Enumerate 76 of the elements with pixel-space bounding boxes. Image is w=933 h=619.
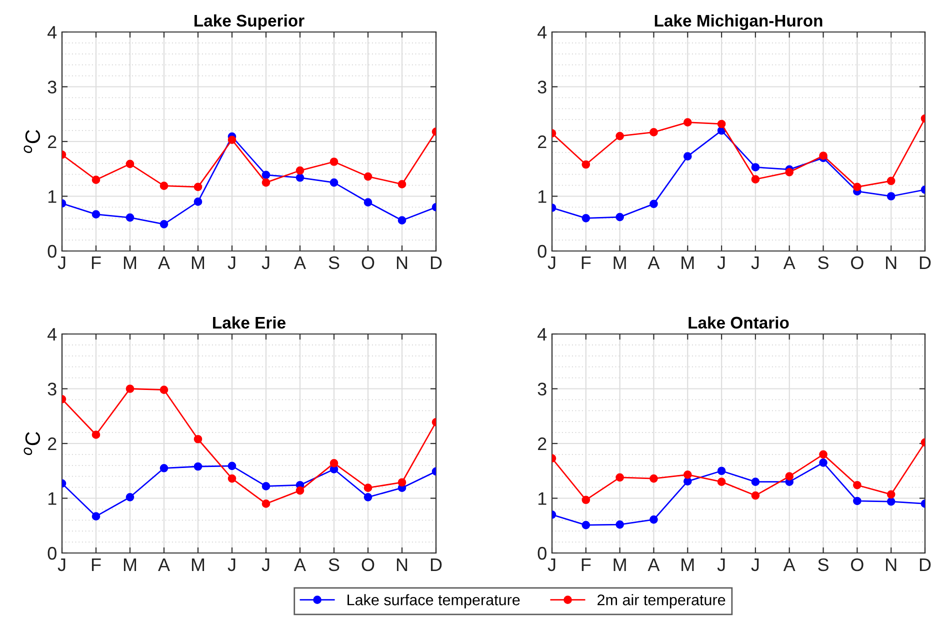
x-tick-label: S <box>818 256 828 270</box>
x-tick-label: N <box>886 256 896 269</box>
chart-title: Lake Erie <box>213 316 286 329</box>
x-tick-label: D <box>430 256 442 269</box>
x-tick-label: A <box>648 256 660 269</box>
x-tick-label: M <box>614 558 626 571</box>
y-tick-label: 0 <box>48 244 56 258</box>
x-tick-label: J <box>717 256 725 270</box>
x-tick-label: S <box>328 558 340 572</box>
x-tick-label: F <box>582 558 591 571</box>
x-tick-label: O <box>851 558 864 572</box>
x-tick-label: F <box>92 256 101 269</box>
x-tick-label: J <box>548 256 556 270</box>
y-tick-label: 4 <box>538 328 547 341</box>
y-tick-label: 1 <box>538 190 546 203</box>
x-tick-label: O <box>362 558 374 572</box>
x-tick-label: M <box>614 256 626 269</box>
x-tick-label: J <box>58 256 66 270</box>
x-tick-label: A <box>158 256 170 269</box>
x-tick-label: N <box>396 256 408 269</box>
x-tick-label: F <box>92 558 101 571</box>
y-tick-label: 3 <box>538 382 546 396</box>
chart-title: Lake Superior <box>194 14 304 30</box>
x-tick-label: M <box>124 256 136 269</box>
x-tick-label: F <box>582 256 591 269</box>
x-tick-label: M <box>124 558 136 571</box>
x-tick-label: D <box>920 256 931 269</box>
x-tick-label: A <box>783 558 796 571</box>
x-tick-label: A <box>158 558 170 571</box>
y-tick-label: 2 <box>48 437 56 450</box>
y-tick-label: 3 <box>538 80 546 94</box>
y-tick-label: 4 <box>48 328 57 341</box>
y-axis-title: $^{o}$C <box>24 432 40 456</box>
x-tick-label: J <box>58 558 66 572</box>
y-axis-title: $^{o}$C <box>24 130 40 154</box>
y-tick-label: 4 <box>48 26 57 39</box>
x-tick-label: J <box>262 558 270 572</box>
chart-title: Lake Ontario <box>688 316 789 329</box>
y-tick-label: 3 <box>48 382 56 396</box>
y-tick-label: 1 <box>538 492 546 505</box>
y-tick-label: 0 <box>538 244 546 258</box>
x-tick-label: J <box>228 256 236 270</box>
x-tick-label: J <box>262 256 270 270</box>
y-tick-label: 0 <box>48 546 56 560</box>
y-tick-label: 4 <box>538 26 547 39</box>
x-tick-label: J <box>717 558 725 572</box>
x-tick-label: D <box>430 558 442 571</box>
y-tick-label: 3 <box>48 80 56 94</box>
x-tick-label: N <box>396 558 408 571</box>
x-tick-label: J <box>548 558 556 572</box>
x-tick-label: N <box>886 558 896 571</box>
x-tick-label: A <box>783 256 796 269</box>
x-tick-label: M <box>192 558 204 571</box>
y-tick-label: 0 <box>538 546 546 560</box>
y-tick-label: 2 <box>538 135 546 148</box>
legend-label: Lake surface temperature <box>348 594 520 608</box>
x-tick-label: A <box>648 558 660 571</box>
y-tick-label: 1 <box>48 190 56 203</box>
y-tick-label: 2 <box>48 135 56 148</box>
chart-title: Lake Michigan-Huron <box>654 14 822 30</box>
x-tick-label: D <box>920 558 931 571</box>
x-tick-label: J <box>228 558 236 572</box>
x-tick-label: M <box>682 256 694 269</box>
y-tick-label: 1 <box>48 492 56 505</box>
x-tick-label: S <box>328 256 340 270</box>
x-tick-label: M <box>192 256 204 269</box>
x-tick-label: A <box>294 256 306 269</box>
x-tick-label: O <box>851 256 864 270</box>
legend-label: 2m air temperature <box>598 594 726 608</box>
x-tick-label: J <box>751 558 759 572</box>
x-tick-label: M <box>682 558 694 571</box>
x-tick-label: O <box>362 256 374 270</box>
x-tick-label: S <box>818 558 828 572</box>
x-tick-label: A <box>294 558 306 571</box>
x-tick-label: J <box>751 256 759 270</box>
y-tick-label: 2 <box>538 437 546 450</box>
